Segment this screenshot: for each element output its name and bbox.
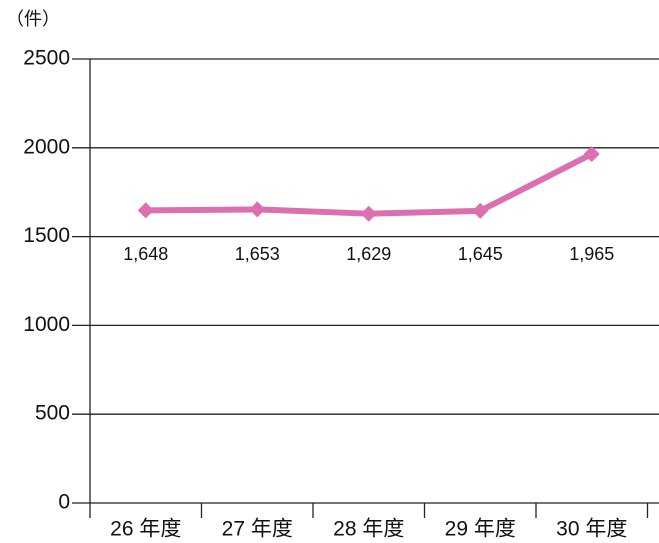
x-tick-label: 26 年度 [110, 518, 181, 541]
y-axis-label: （件） [6, 9, 60, 29]
x-tick-label: 28 年度 [333, 518, 404, 541]
x-tick-label: 29 年度 [445, 518, 516, 541]
data-label: 1,648 [123, 244, 168, 264]
x-tick-label: 30 年度 [556, 518, 627, 541]
marker [137, 202, 154, 219]
data-label: 1,629 [346, 244, 391, 264]
marker [360, 205, 377, 222]
y-tick-label: 0 [58, 491, 70, 514]
data-label: 1,653 [235, 244, 280, 264]
marker [583, 146, 600, 163]
marker [249, 201, 266, 218]
y-tick-label: 2500 [23, 47, 70, 70]
y-tick-label: 1000 [23, 313, 70, 336]
y-tick-label: 1500 [23, 224, 70, 247]
y-tick-label: 2000 [23, 135, 70, 158]
y-tick-label: 500 [35, 402, 70, 425]
line [145, 151, 594, 217]
data-label: 1,645 [458, 244, 503, 264]
marker [472, 202, 489, 219]
data-label: 1,965 [569, 244, 614, 264]
x-tick-label: 27 年度 [222, 518, 293, 541]
